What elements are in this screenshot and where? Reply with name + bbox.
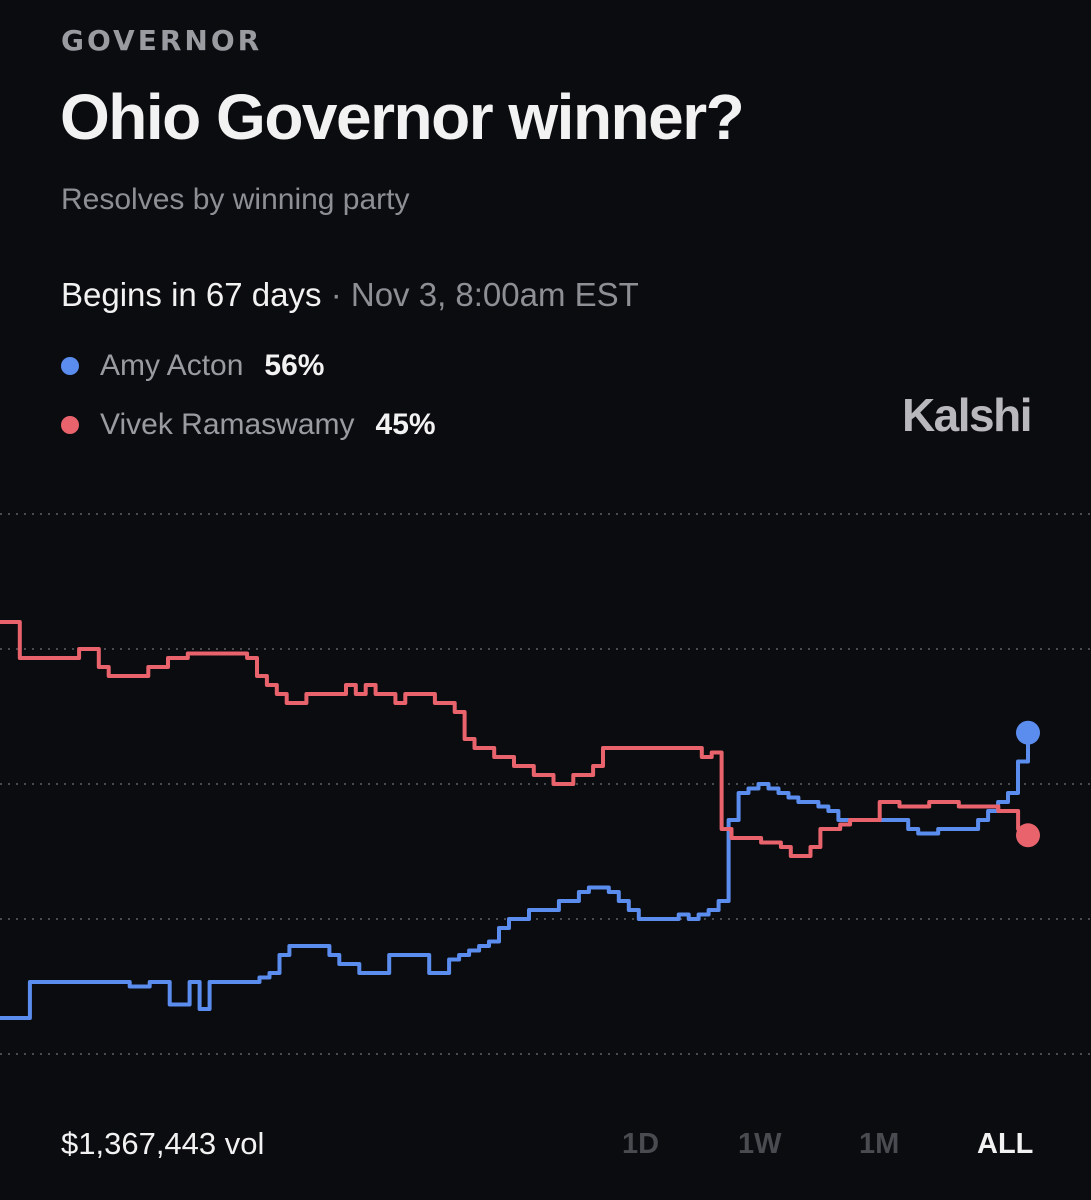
series-endpoint-vivek-ramaswamy (1016, 823, 1040, 848)
range-1w-button[interactable]: 1W (738, 1128, 782, 1160)
legend-dot-icon (61, 357, 79, 375)
range-1d-button[interactable]: 1D (622, 1128, 660, 1160)
schedule-separator: · (330, 276, 342, 313)
legend-name: Amy Acton (100, 349, 244, 382)
page-title: Ohio Governor winner? (60, 81, 745, 153)
page-subtitle: Resolves by winning party (61, 183, 410, 216)
legend-percent: 45% (375, 408, 436, 441)
chart-grid (0, 513, 1091, 1055)
series-line-vivek-ramaswamy (0, 620, 1030, 858)
start-date: Nov 3, 8:00am EST (350, 276, 639, 313)
legend-item-amy-acton[interactable]: Amy Acton 56% (61, 349, 324, 383)
range-1m-button[interactable]: 1M (859, 1128, 900, 1160)
price-chart[interactable] (0, 490, 1091, 1090)
series-line-amy-acton (0, 732, 1030, 1020)
begins-countdown: Begins in 67 days (61, 276, 322, 313)
legend-percent: 56% (264, 349, 325, 382)
kalshi-logo: Kalshi (901, 389, 1033, 441)
series-endpoint-amy-acton (1016, 720, 1040, 745)
schedule-info: Begins in 67 days · Nov 3, 8:00am EST (61, 276, 639, 314)
legend-name: Vivek Ramaswamy (100, 408, 355, 441)
chart-endpoints (1016, 720, 1040, 848)
range-all-button[interactable]: ALL (977, 1128, 1034, 1160)
legend-dot-icon (61, 416, 79, 434)
chart-series (0, 620, 1030, 1020)
volume-label: $1,367,443 vol (61, 1126, 265, 1161)
legend-item-vivek-ramaswamy[interactable]: Vivek Ramaswamy 45% (61, 408, 436, 442)
category-label: GOVERNOR (61, 24, 263, 57)
